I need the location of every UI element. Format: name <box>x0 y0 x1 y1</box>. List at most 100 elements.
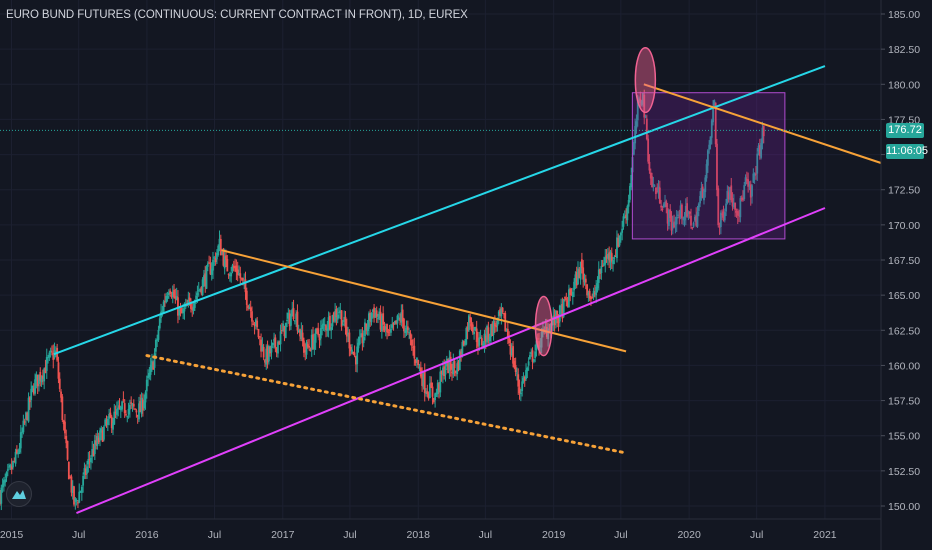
candle-body <box>183 308 186 312</box>
candle-body <box>574 274 577 283</box>
resistance-line[interactable] <box>221 249 627 353</box>
candle-body <box>703 190 705 201</box>
candle-body <box>386 324 388 333</box>
candle-body <box>264 360 266 363</box>
candle-body <box>170 295 173 298</box>
candle-body <box>48 352 51 358</box>
candle-body <box>4 479 7 483</box>
candle-body <box>251 311 253 322</box>
candle-body <box>293 320 296 322</box>
candle-body <box>516 372 518 374</box>
candle-body <box>162 301 165 313</box>
candle-body <box>191 308 194 310</box>
candle-body <box>221 252 224 254</box>
candle-body <box>296 311 299 331</box>
candle-body <box>629 186 631 200</box>
candle-body <box>112 423 114 430</box>
drawing-annotations[interactable] <box>0 46 882 514</box>
upper-channel-line[interactable] <box>53 65 826 356</box>
y-tick-label: 167.50 <box>888 255 920 267</box>
candle-body <box>367 313 370 329</box>
candle-body <box>490 324 492 337</box>
y-tick-label: 182.50 <box>888 44 920 56</box>
candle-body <box>566 300 569 307</box>
descending-resistance-line[interactable] <box>643 83 882 164</box>
candle-body <box>39 372 42 381</box>
candle-body <box>510 348 513 356</box>
candle-body <box>693 216 696 221</box>
candle-body <box>244 279 247 293</box>
candle-body <box>596 283 599 289</box>
candle-body <box>606 254 609 259</box>
dotted-trend-line[interactable] <box>145 354 626 455</box>
candle-body <box>228 274 231 277</box>
candle-body <box>668 209 670 226</box>
candle-body <box>109 412 112 418</box>
candle-body <box>286 319 288 321</box>
candle-body <box>497 311 500 317</box>
candle-body <box>742 197 744 201</box>
candle-body <box>226 258 229 272</box>
tradingview-logo-icon[interactable] <box>6 481 32 507</box>
candle-body <box>477 339 479 347</box>
candle-body <box>141 399 144 411</box>
candle-body <box>267 345 270 362</box>
candle-body <box>380 315 383 332</box>
highlight-box[interactable] <box>631 92 786 240</box>
candle-body <box>695 215 698 226</box>
candle-body <box>648 161 651 171</box>
candle-body <box>512 346 514 364</box>
candle-body <box>247 305 249 309</box>
candle-body <box>466 326 469 332</box>
x-tick-label: Jul <box>72 529 85 541</box>
candle-body <box>334 311 337 322</box>
candle-body <box>309 349 312 352</box>
candle-body <box>225 255 227 260</box>
candle-body <box>36 374 39 387</box>
candle-body <box>756 153 759 174</box>
candle-body <box>317 328 320 336</box>
candle-body <box>495 324 498 328</box>
candle-body <box>651 176 653 188</box>
candle-body <box>54 350 57 353</box>
candle-body <box>487 327 490 340</box>
candle-body <box>390 328 392 333</box>
candle-body <box>565 298 568 300</box>
candle-body <box>366 326 369 332</box>
candle-body <box>525 369 527 380</box>
candle-body <box>732 202 735 208</box>
candle-body <box>157 329 160 340</box>
candle-body <box>292 308 295 320</box>
candle-body <box>418 367 421 369</box>
candle-body <box>448 357 451 372</box>
candle-body <box>736 211 739 216</box>
candle-body <box>93 440 96 454</box>
candle-body <box>223 256 226 269</box>
candle-body <box>178 307 181 316</box>
candle-body <box>354 356 357 365</box>
price-axis[interactable]: 185.00182.50180.00177.50175.00172.50170.… <box>881 9 920 513</box>
candle-body <box>634 126 637 144</box>
candle-body <box>647 138 650 162</box>
candle-body <box>514 365 517 373</box>
candle-body <box>144 392 147 403</box>
candle-body <box>553 315 556 326</box>
candle-body <box>709 136 712 145</box>
lower-channel-line[interactable] <box>76 207 826 514</box>
candle-body <box>31 385 34 391</box>
candle-body <box>584 278 587 283</box>
candle-body <box>261 345 264 352</box>
candle-body <box>531 350 534 362</box>
candle-body <box>91 449 94 457</box>
candle-body <box>735 211 738 213</box>
candle-body <box>706 150 709 166</box>
highlight-ellipse[interactable] <box>634 46 657 114</box>
candle-body <box>488 336 491 342</box>
x-tick-label: Jul <box>614 529 627 541</box>
candle-body <box>227 273 230 275</box>
candle-body <box>679 205 682 218</box>
highlight-ellipse[interactable] <box>534 295 553 357</box>
time-axis[interactable]: 2015 Jul 2016 Jul 2017 Jul 2018 Jul 2019 Jul 2020 J… <box>0 529 837 541</box>
candle-body <box>122 399 125 401</box>
